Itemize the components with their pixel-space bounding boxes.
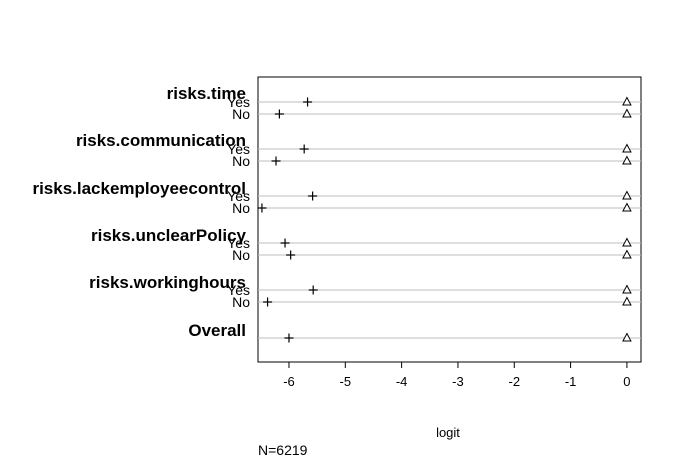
x-tick-label: 0 — [623, 374, 630, 389]
plus-marker — [271, 156, 281, 166]
triangle-marker — [622, 296, 632, 306]
row-label: No — [232, 247, 250, 263]
triangle-marker — [622, 143, 632, 153]
x-axis: -6 -5 -4 -3 -2 -1 0 — [283, 362, 631, 389]
plot-frame — [257, 76, 642, 363]
x-tick-label: -5 — [340, 374, 352, 389]
plus-marker — [257, 203, 267, 213]
row-label: No — [232, 200, 250, 216]
x-tick-label: -2 — [508, 374, 520, 389]
triangle-marker — [622, 249, 632, 259]
triangle-marker — [622, 237, 632, 247]
rows-layer: risks.timeYesNorisks.communicationYesNor… — [32, 84, 641, 343]
triangle-marker — [622, 190, 632, 200]
row-label: No — [232, 106, 250, 122]
group-title: Overall — [188, 321, 246, 340]
plus-marker — [299, 144, 309, 154]
plus-marker — [308, 191, 318, 201]
x-tick-label: -1 — [565, 374, 577, 389]
row-label: Yes — [227, 282, 250, 298]
row-label: No — [232, 153, 250, 169]
plus-marker — [308, 285, 318, 295]
triangle-marker — [622, 284, 632, 294]
triangle-marker — [622, 202, 632, 212]
row-label: Yes — [227, 94, 250, 110]
row-label: No — [232, 294, 250, 310]
x-tick-label: -4 — [396, 374, 408, 389]
plus-marker — [286, 250, 296, 260]
row-label: Yes — [227, 235, 250, 251]
triangle-marker — [622, 332, 632, 342]
group-title: risks.unclearPolicy — [91, 226, 247, 245]
x-tick-label: -6 — [283, 374, 295, 389]
x-axis-label: logit — [436, 425, 460, 440]
plus-marker — [274, 109, 284, 119]
plus-marker — [303, 97, 313, 107]
triangle-marker — [622, 155, 632, 165]
plus-marker — [280, 238, 290, 248]
sample-size-note: N=6219 — [258, 442, 308, 458]
row-label: Yes — [227, 141, 250, 157]
group-title: risks.workinghours — [89, 273, 246, 292]
group-title: risks.communication — [76, 131, 246, 150]
plus-marker — [284, 333, 294, 343]
group-title: risks.lackemployeecontrol — [32, 179, 246, 198]
row-label: Yes — [227, 188, 250, 204]
group-title: risks.time — [167, 84, 246, 103]
plus-marker — [263, 297, 273, 307]
triangle-marker — [622, 96, 632, 106]
x-tick-label: -3 — [452, 374, 464, 389]
triangle-marker — [622, 108, 632, 118]
